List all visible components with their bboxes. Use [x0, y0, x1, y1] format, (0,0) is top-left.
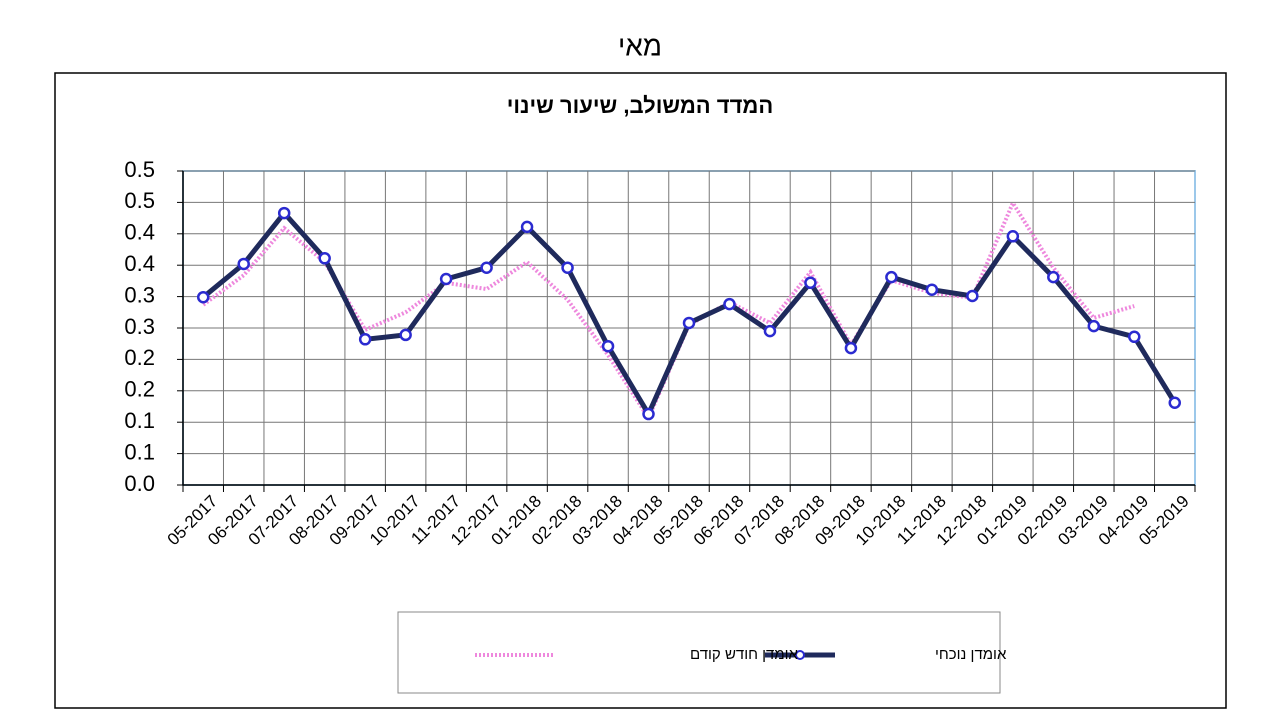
point: [1006, 230, 1020, 243]
point: [885, 270, 898, 284]
y-tick-label: 0.5: [124, 157, 155, 182]
point: [925, 283, 939, 296]
point: [763, 324, 777, 338]
y-tick-label: 0.2: [124, 377, 155, 402]
y-tick-label: 0.3: [124, 282, 155, 307]
y-tick-label: 0.2: [124, 345, 155, 370]
point: [561, 261, 574, 274]
point: [1047, 270, 1060, 284]
point: [318, 252, 331, 265]
legend-box: [397, 611, 1001, 694]
point: [1168, 396, 1182, 409]
y-tick-label: 0.4: [124, 220, 155, 245]
point: [196, 290, 210, 304]
point: [601, 339, 615, 353]
y-tick-label: 0.3: [124, 314, 155, 339]
point: [844, 341, 858, 355]
point: [520, 220, 534, 234]
y-tick-label: 0.1: [124, 408, 155, 433]
legend-marker: [795, 650, 805, 660]
legend-label: אומדן נוכחי: [935, 646, 1007, 663]
page-heading: מאי: [618, 30, 662, 61]
point: [804, 276, 817, 290]
y-tick-label: 0.4: [124, 251, 155, 276]
point: [642, 407, 655, 421]
chart-title: המדד המשולב, שיעור שינוי: [507, 93, 773, 118]
point: [1087, 319, 1101, 333]
point: [723, 297, 736, 311]
y-tick-label: 0.1: [124, 439, 155, 464]
point: [358, 333, 372, 346]
point: [237, 257, 250, 271]
y-tick-label: 0.5: [124, 188, 155, 213]
point: [439, 272, 453, 286]
point: [277, 206, 291, 220]
point: [399, 328, 412, 342]
point: [480, 261, 493, 274]
y-tick-label: 0.0: [124, 471, 155, 496]
point: [1128, 330, 1141, 344]
legend-label: אומדן חודש קודם: [690, 646, 799, 663]
point: [966, 289, 979, 303]
point: [682, 316, 696, 330]
